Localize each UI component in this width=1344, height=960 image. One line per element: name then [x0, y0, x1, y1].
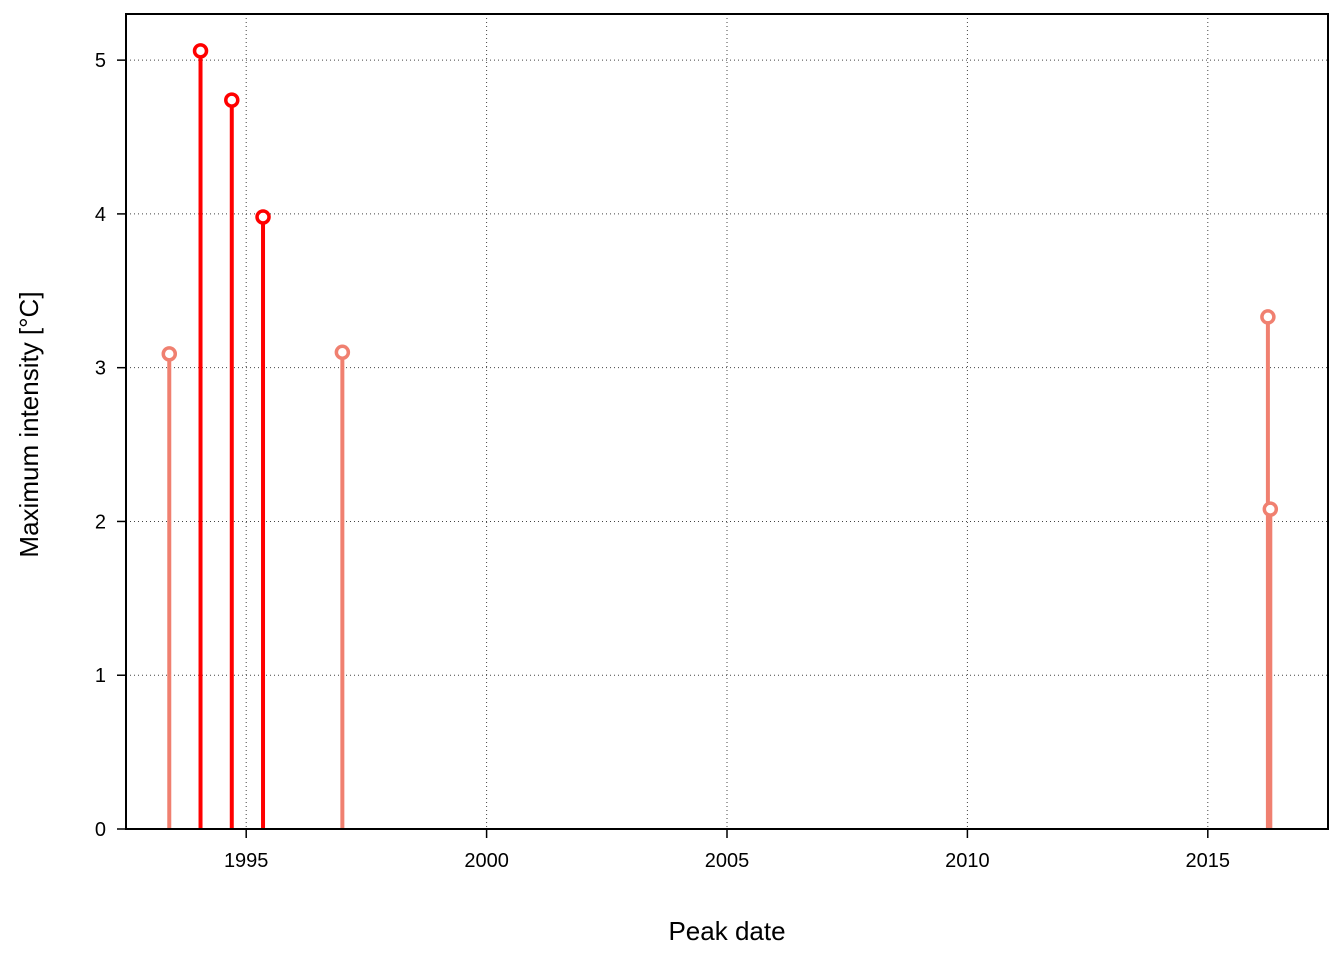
x-tick-label: 2005 [705, 850, 750, 872]
x-tick-label: 2015 [1186, 850, 1231, 872]
event-point [255, 209, 271, 225]
x-ticks-layer: 1995 2000 2005 2010 2015 [224, 829, 1230, 872]
x-tick-label: 2000 [464, 850, 509, 872]
event-point [1260, 309, 1276, 325]
y-tick-label: 1 [95, 665, 106, 687]
grid-layer [126, 14, 1328, 829]
x-axis-title: Peak date [668, 916, 785, 946]
event-point [1262, 501, 1279, 517]
y-tick-label: 3 [95, 358, 106, 380]
y-tick-label: 0 [95, 819, 106, 841]
points-layer [161, 43, 1279, 517]
stems-layer [167, 50, 1273, 829]
event-point [334, 344, 351, 361]
event-point [224, 92, 240, 108]
x-tick-label: 2010 [945, 850, 990, 872]
y-tick-label: 5 [95, 50, 106, 72]
x-tick-label: 1995 [224, 850, 269, 872]
event-point [161, 346, 178, 362]
event-point [192, 43, 209, 59]
y-axis-title: Maximum intensity [°C] [14, 291, 44, 557]
y-tick-label: 2 [95, 511, 106, 533]
y-tick-label: 4 [95, 204, 106, 226]
y-ticks-layer: 0 1 2 3 4 5 [95, 50, 126, 841]
